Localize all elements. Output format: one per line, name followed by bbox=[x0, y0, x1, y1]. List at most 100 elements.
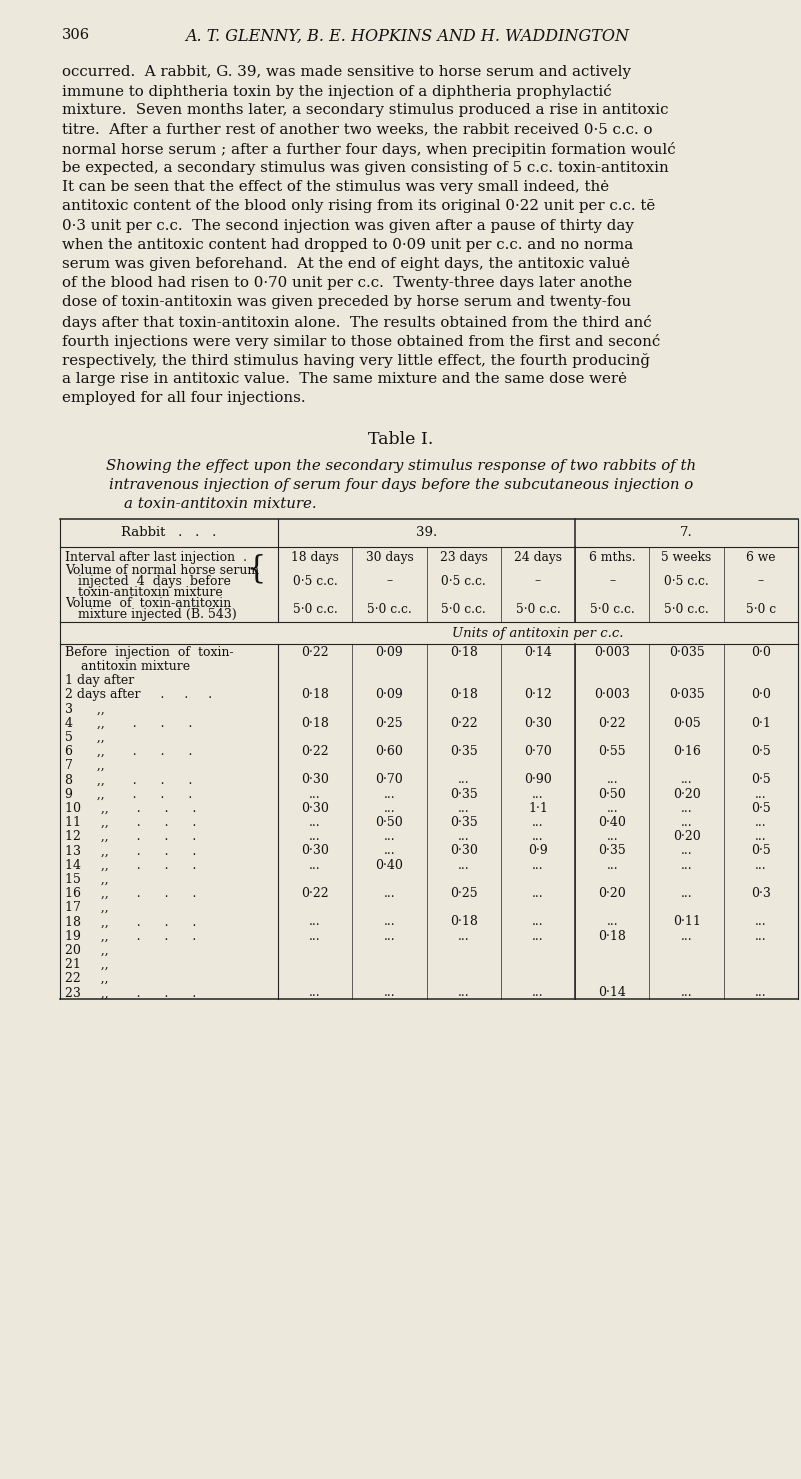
Text: ...: ... bbox=[309, 830, 321, 843]
Text: 0·18: 0·18 bbox=[450, 688, 477, 701]
Text: days after that toxin-antitoxin alone.  The results obtained from the third anć: days after that toxin-antitoxin alone. T… bbox=[62, 315, 652, 330]
Text: 5·0 c.c.: 5·0 c.c. bbox=[516, 602, 561, 615]
Text: 0·50: 0·50 bbox=[376, 816, 404, 830]
Text: 17     ,,: 17 ,, bbox=[65, 901, 109, 914]
Text: ...: ... bbox=[681, 845, 692, 858]
Text: 39.: 39. bbox=[416, 525, 437, 538]
Text: ...: ... bbox=[309, 788, 321, 800]
Text: 0·30: 0·30 bbox=[450, 845, 477, 858]
Text: 0·40: 0·40 bbox=[376, 859, 404, 871]
Text: ...: ... bbox=[309, 930, 321, 942]
Text: 0·20: 0·20 bbox=[598, 887, 626, 901]
Text: ...: ... bbox=[755, 830, 767, 843]
Text: dose of toxin-antitoxin was given preceded by horse serum and twenty-fou: dose of toxin-antitoxin was given preced… bbox=[62, 296, 631, 309]
Text: 0·5 c.c.: 0·5 c.c. bbox=[293, 575, 337, 587]
Text: employed for all four injections.: employed for all four injections. bbox=[62, 392, 306, 405]
Text: mixture.  Seven months later, a secondary stimulus produced a rise in antitoxic: mixture. Seven months later, a secondary… bbox=[62, 104, 669, 117]
Text: mixture injected (B. 543): mixture injected (B. 543) bbox=[78, 608, 237, 621]
Text: be expected, a secondary stimulus was given consisting of 5 c.c. toxin-antitoxin: be expected, a secondary stimulus was gi… bbox=[62, 161, 669, 175]
Text: ...: ... bbox=[458, 930, 469, 942]
Text: 13     ,,       .      .      .: 13 ,, . . . bbox=[65, 845, 196, 858]
Text: ...: ... bbox=[755, 930, 767, 942]
Text: 0·30: 0·30 bbox=[301, 774, 329, 787]
Text: ...: ... bbox=[755, 788, 767, 800]
Text: 9      ,,       .      .      .: 9 ,, . . . bbox=[65, 788, 192, 800]
Text: 0·5: 0·5 bbox=[751, 845, 771, 858]
Text: 0·90: 0·90 bbox=[524, 774, 552, 787]
Text: ...: ... bbox=[532, 788, 544, 800]
Text: ...: ... bbox=[532, 830, 544, 843]
Text: 0·5 c.c.: 0·5 c.c. bbox=[664, 575, 709, 587]
Text: Table I.: Table I. bbox=[368, 430, 433, 448]
Text: ...: ... bbox=[384, 802, 395, 815]
Text: 5·0 c.c.: 5·0 c.c. bbox=[664, 602, 709, 615]
Text: 0·16: 0·16 bbox=[673, 745, 701, 759]
Text: 11     ,,       .      .      .: 11 ,, . . . bbox=[65, 816, 196, 830]
Text: 6 we: 6 we bbox=[746, 550, 775, 563]
Text: 5·0 c.c.: 5·0 c.c. bbox=[367, 602, 412, 615]
Text: 0·05: 0·05 bbox=[673, 717, 700, 729]
Text: 7.: 7. bbox=[680, 525, 693, 538]
Text: ...: ... bbox=[606, 802, 618, 815]
Text: normal horse serum ; after a further four days, when precipitin formation woulć: normal horse serum ; after a further fou… bbox=[62, 142, 675, 157]
Text: 0·09: 0·09 bbox=[376, 646, 404, 658]
Text: 0·35: 0·35 bbox=[598, 845, 626, 858]
Text: ...: ... bbox=[755, 859, 767, 871]
Text: 0·003: 0·003 bbox=[594, 646, 630, 658]
Text: 0·22: 0·22 bbox=[301, 745, 329, 759]
Text: Showing the effect upon the secondary stimulus response of two rabbits of th: Showing the effect upon the secondary st… bbox=[106, 458, 696, 473]
Text: It can be seen that the effect of the stimulus was very small indeed, thė: It can be seen that the effect of the st… bbox=[62, 180, 609, 194]
Text: ...: ... bbox=[458, 802, 469, 815]
Text: 306: 306 bbox=[62, 28, 91, 41]
Text: ...: ... bbox=[606, 916, 618, 929]
Text: 10     ,,       .      .      .: 10 ,, . . . bbox=[65, 802, 196, 815]
Text: 5      ,,: 5 ,, bbox=[65, 731, 105, 744]
Text: 5 weeks: 5 weeks bbox=[662, 550, 712, 563]
Text: 0·30: 0·30 bbox=[301, 802, 329, 815]
Text: ...: ... bbox=[309, 859, 321, 871]
Text: 5·0 c.c.: 5·0 c.c. bbox=[441, 602, 486, 615]
Text: 0·12: 0·12 bbox=[524, 688, 552, 701]
Text: Volume of normal horse serum: Volume of normal horse serum bbox=[65, 563, 260, 577]
Text: 0·40: 0·40 bbox=[598, 816, 626, 830]
Text: ...: ... bbox=[532, 859, 544, 871]
Text: ...: ... bbox=[532, 930, 544, 942]
Text: ...: ... bbox=[309, 986, 321, 1000]
Text: 0·003: 0·003 bbox=[594, 688, 630, 701]
Text: ...: ... bbox=[309, 916, 321, 929]
Text: 0·35: 0·35 bbox=[450, 788, 477, 800]
Text: 23 days: 23 days bbox=[440, 550, 488, 563]
Text: Before  injection  of  toxin-: Before injection of toxin- bbox=[65, 646, 234, 658]
Text: 0·09: 0·09 bbox=[376, 688, 404, 701]
Text: titre.  After a further rest of another two weeks, the rabbit received 0·5 c.c. : titre. After a further rest of another t… bbox=[62, 123, 653, 136]
Text: 0·20: 0·20 bbox=[673, 788, 700, 800]
Text: ...: ... bbox=[755, 986, 767, 1000]
Text: 6 mths.: 6 mths. bbox=[589, 550, 636, 563]
Text: Units of antitoxin per c.c.: Units of antitoxin per c.c. bbox=[453, 627, 624, 639]
Text: ...: ... bbox=[458, 774, 469, 787]
Text: 12     ,,       .      .      .: 12 ,, . . . bbox=[65, 830, 196, 843]
Text: 0·18: 0·18 bbox=[301, 688, 329, 701]
Text: 20     ,,: 20 ,, bbox=[65, 944, 109, 957]
Text: A. T. GLENNY, B. E. HOPKINS AND H. WADDINGTON: A. T. GLENNY, B. E. HOPKINS AND H. WADDI… bbox=[185, 28, 629, 44]
Text: 0·30: 0·30 bbox=[524, 717, 552, 729]
Text: 0·14: 0·14 bbox=[524, 646, 552, 658]
Text: ...: ... bbox=[681, 859, 692, 871]
Text: 0·20: 0·20 bbox=[673, 830, 700, 843]
Text: 0·3 unit per c.c.  The second injection was given after a pause of thirty day: 0·3 unit per c.c. The second injection w… bbox=[62, 219, 634, 232]
Text: 16     ,,       .      .      .: 16 ,, . . . bbox=[65, 887, 196, 901]
Text: 23     ,,       .      .      .: 23 ,, . . . bbox=[65, 986, 196, 1000]
Text: ...: ... bbox=[458, 859, 469, 871]
Text: 0·035: 0·035 bbox=[669, 688, 704, 701]
Text: ...: ... bbox=[681, 930, 692, 942]
Text: ...: ... bbox=[532, 916, 544, 929]
Text: 0·35: 0·35 bbox=[450, 816, 477, 830]
Text: serum was given beforehand.  At the end of eight days, the antitoxic valuė: serum was given beforehand. At the end o… bbox=[62, 257, 630, 271]
Text: ...: ... bbox=[606, 774, 618, 787]
Text: Interval after last injection  .: Interval after last injection . bbox=[65, 550, 247, 563]
Text: 0·22: 0·22 bbox=[301, 646, 329, 658]
Text: 6      ,,       .      .      .: 6 ,, . . . bbox=[65, 745, 192, 759]
Text: ...: ... bbox=[384, 845, 395, 858]
Text: {: { bbox=[247, 553, 266, 584]
Text: 18 days: 18 days bbox=[292, 550, 339, 563]
